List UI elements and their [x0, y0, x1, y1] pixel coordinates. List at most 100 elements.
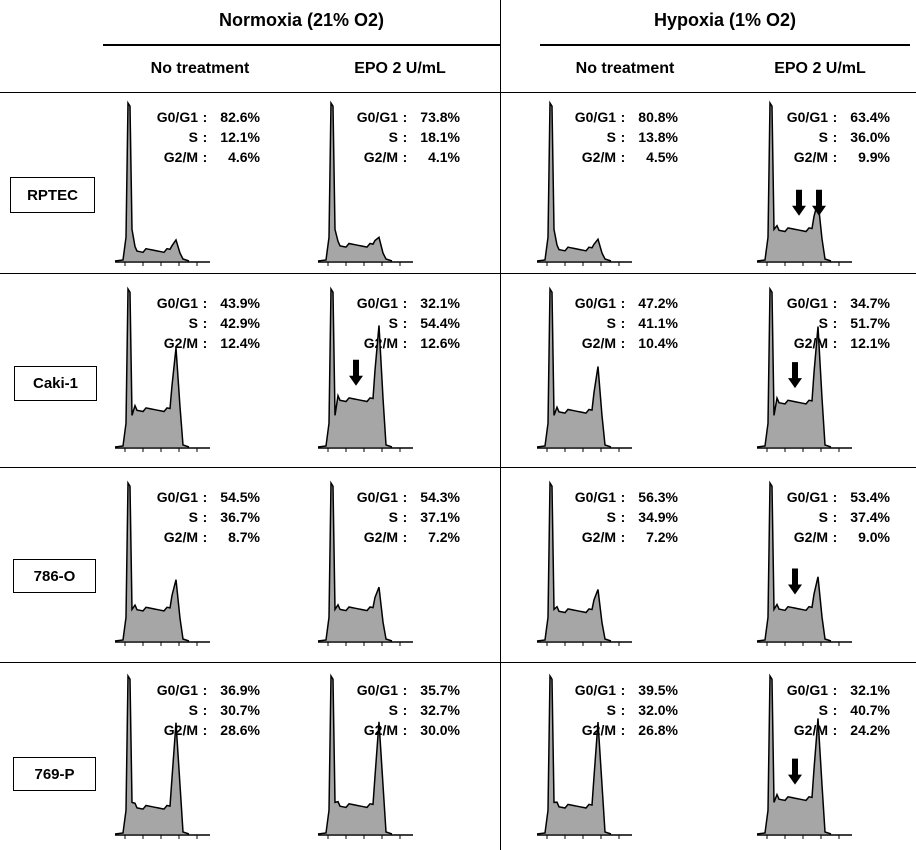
- stat-label: S: [188, 509, 198, 525]
- stat-colon: :: [832, 722, 838, 738]
- histogram-line: [536, 480, 612, 642]
- stat-label: G0/G1: [156, 295, 198, 311]
- stats-block: G0/G1:56.3% S:34.9% G2/M:7.2%: [558, 487, 678, 547]
- stat-colon: :: [402, 315, 408, 331]
- stat-value: 41.1%: [638, 315, 678, 331]
- cell-cycle-histogram: [114, 673, 210, 839]
- stat-value: 4.6%: [228, 149, 260, 165]
- stat-colon: :: [832, 489, 838, 505]
- histogram-line: [756, 100, 832, 262]
- histogram-line: [536, 673, 612, 835]
- stats-block: G0/G1:39.5% S:32.0% G2/M:26.8%: [558, 680, 678, 740]
- stat-colon: :: [202, 722, 208, 738]
- stat-label: S: [388, 315, 398, 331]
- stat-colon: :: [832, 295, 838, 311]
- stat-label: S: [388, 702, 398, 718]
- stat-value: 36.9%: [220, 682, 260, 698]
- stat-colon: :: [202, 315, 208, 331]
- stat-line: G0/G1:36.9%: [140, 680, 260, 700]
- stat-label: G2/M: [163, 529, 198, 545]
- stat-value: 18.1%: [420, 129, 460, 145]
- stat-value: 12.1%: [850, 335, 890, 351]
- stat-value: 34.7%: [850, 295, 890, 311]
- stat-label: G2/M: [363, 529, 398, 545]
- stat-label: G0/G1: [356, 682, 398, 698]
- stat-label: S: [188, 315, 198, 331]
- stats-block: G0/G1:63.4% S:36.0% G2/M:9.9%: [770, 107, 890, 167]
- stat-colon: :: [832, 682, 838, 698]
- stat-line: S:32.7%: [340, 700, 460, 720]
- stats-block: G0/G1:35.7% S:32.7% G2/M:30.0%: [340, 680, 460, 740]
- stat-value: 53.4%: [850, 489, 890, 505]
- stat-value: 34.9%: [638, 509, 678, 525]
- histogram-line: [114, 286, 190, 448]
- stat-line: G2/M:30.0%: [340, 720, 460, 740]
- stat-value: 9.0%: [858, 529, 890, 545]
- histogram-line: [756, 286, 832, 448]
- stat-value: 36.0%: [850, 129, 890, 145]
- stat-colon: :: [402, 682, 408, 698]
- stat-label: S: [388, 129, 398, 145]
- stat-line: G0/G1:32.1%: [340, 293, 460, 313]
- stat-colon: :: [402, 722, 408, 738]
- stat-line: G2/M:10.4%: [558, 333, 678, 353]
- histogram-area: [537, 483, 611, 641]
- stat-colon: :: [202, 489, 208, 505]
- stat-line: G2/M: 4.5%: [558, 147, 678, 167]
- row-divider: [0, 92, 916, 93]
- stat-label: S: [818, 702, 828, 718]
- stat-line: S:37.1%: [340, 507, 460, 527]
- stat-value: 10.4%: [638, 335, 678, 351]
- stat-label: G2/M: [581, 149, 616, 165]
- stat-value: 82.6%: [220, 109, 260, 125]
- stat-line: G2/M: 4.6%: [140, 147, 260, 167]
- stat-colon: :: [402, 529, 408, 545]
- stats-block: G0/G1:82.6% S:12.1% G2/M:4.6%: [140, 107, 260, 167]
- stat-colon: :: [202, 682, 208, 698]
- stat-colon: :: [832, 529, 838, 545]
- stat-label: S: [388, 509, 398, 525]
- stat-label: G2/M: [163, 335, 198, 351]
- histogram-line: [317, 480, 393, 642]
- col-title-hypoxia-no-treatment: No treatment: [575, 60, 675, 77]
- stat-line: S:12.1%: [140, 127, 260, 147]
- stats-block: G0/G1:54.3% S:37.1% G2/M:7.2%: [340, 487, 460, 547]
- stat-line: S:13.8%: [558, 127, 678, 147]
- row-divider: [0, 273, 916, 274]
- histogram-area: [537, 103, 611, 261]
- col-title-normoxia-epo: EPO 2 U/mL: [354, 60, 446, 77]
- stat-line: G0/G1:53.4%: [770, 487, 890, 507]
- cell-cycle-histogram: [756, 673, 852, 839]
- histogram-line: [536, 286, 612, 448]
- histogram-line: [114, 673, 190, 835]
- stat-line: G2/M: 9.9%: [770, 147, 890, 167]
- stat-line: G0/G1:82.6%: [140, 107, 260, 127]
- stat-label: G2/M: [363, 722, 398, 738]
- row-divider: [0, 467, 916, 468]
- cell-cycle-histogram: [536, 100, 632, 266]
- stat-colon: :: [620, 509, 626, 525]
- stat-value: 26.8%: [638, 722, 678, 738]
- stat-colon: :: [620, 702, 626, 718]
- stat-value: 8.7%: [228, 529, 260, 545]
- stat-colon: :: [832, 335, 838, 351]
- stat-value: 43.9%: [220, 295, 260, 311]
- stat-line: G0/G1:63.4%: [770, 107, 890, 127]
- stat-line: S:41.1%: [558, 313, 678, 333]
- cell-cycle-histogram: [114, 100, 210, 266]
- stat-line: S:32.0%: [558, 700, 678, 720]
- stat-colon: :: [402, 489, 408, 505]
- stat-value: 4.1%: [428, 149, 460, 165]
- stat-label: G2/M: [581, 335, 616, 351]
- stat-colon: :: [202, 509, 208, 525]
- stat-value: 12.6%: [420, 335, 460, 351]
- histogram-line: [756, 480, 832, 642]
- cell-cycle-histogram: [536, 673, 632, 839]
- histogram-line: [756, 673, 832, 835]
- vertical-divider: [500, 0, 501, 850]
- stat-colon: :: [832, 315, 838, 331]
- stat-label: G0/G1: [786, 489, 828, 505]
- stat-value: 35.7%: [420, 682, 460, 698]
- stats-block: G0/G1:53.4% S:37.4% G2/M:9.0%: [770, 487, 890, 547]
- stat-line: G0/G1:47.2%: [558, 293, 678, 313]
